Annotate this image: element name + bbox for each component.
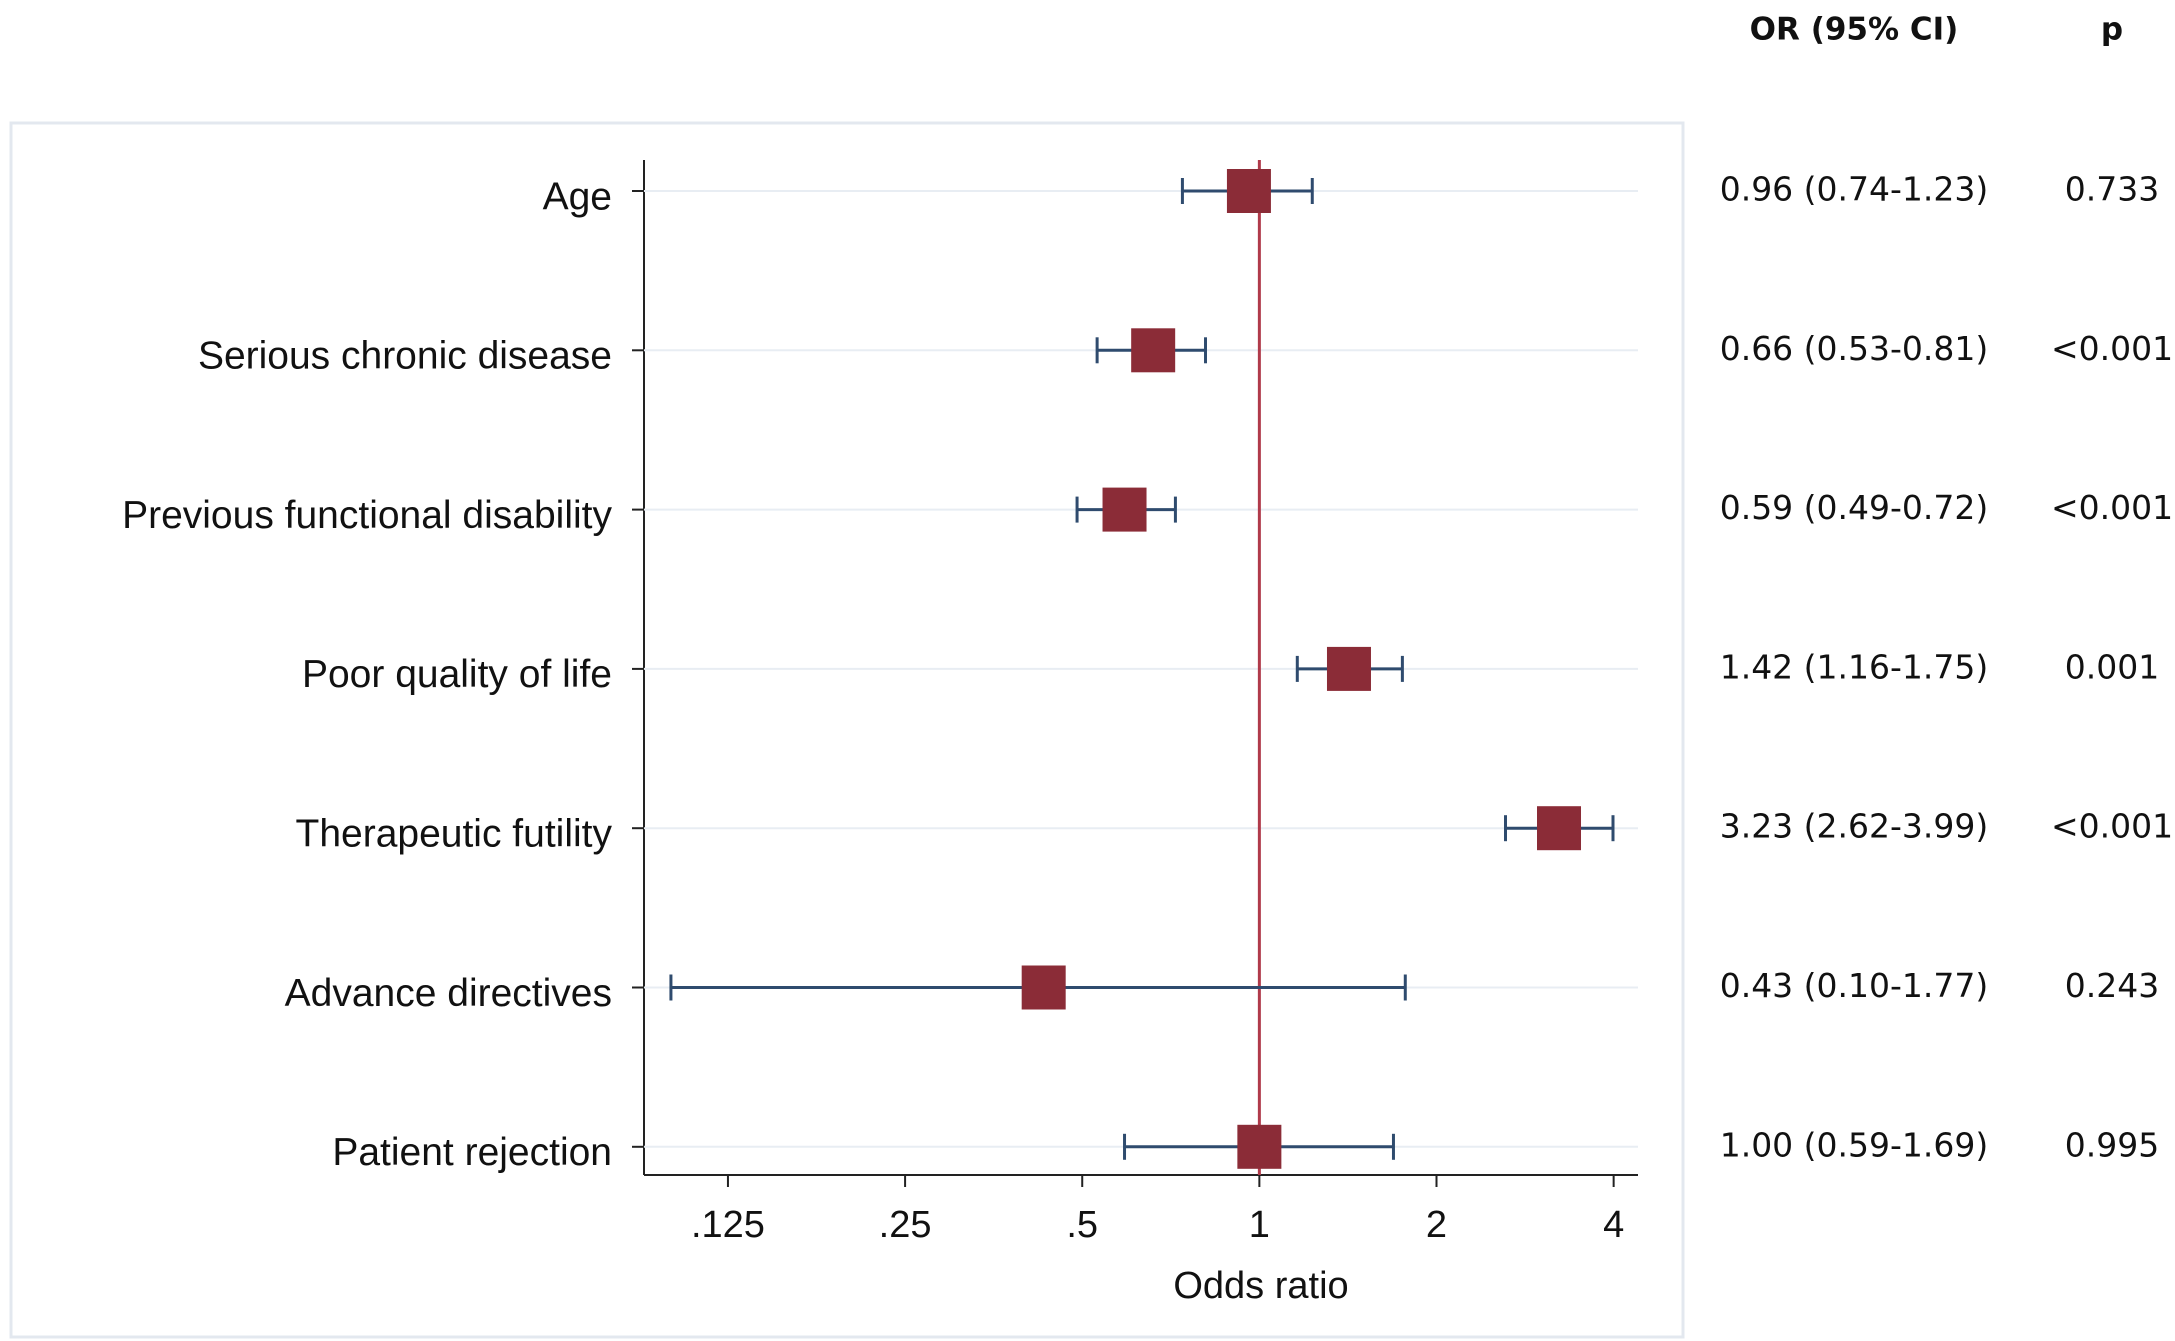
- or-marker: [1237, 1124, 1282, 1169]
- x-tick-label: .5: [1066, 1204, 1098, 1246]
- p-label: <0.001: [2051, 329, 2173, 368]
- or-marker: [1131, 328, 1176, 373]
- or-marker: [1021, 965, 1066, 1010]
- category-label: Patient rejection: [332, 1131, 612, 1174]
- or-marker: [1537, 806, 1582, 851]
- category-label: Poor quality of life: [302, 653, 612, 696]
- x-tick-label: 1: [1249, 1204, 1270, 1246]
- p-label: 0.243: [2065, 966, 2159, 1005]
- or-ci-label: 1.00 (0.59-1.69): [1720, 1125, 1989, 1164]
- or-marker: [1326, 646, 1371, 691]
- category-label: Advance directives: [285, 972, 612, 1015]
- or-ci-label: 3.23 (2.62-3.99): [1720, 807, 1989, 846]
- p-label: <0.001: [2051, 807, 2173, 846]
- or-marker: [1102, 487, 1147, 532]
- p-label: 0.995: [2065, 1125, 2159, 1164]
- or-ci-label: 1.42 (1.16-1.75): [1720, 647, 1989, 686]
- x-axis-label: Odds ratio: [1173, 1265, 1348, 1307]
- x-tick-label: 4: [1603, 1204, 1624, 1246]
- category-label: Serious chronic disease: [198, 335, 612, 378]
- p-label: 0.001: [2065, 647, 2159, 686]
- p-label: <0.001: [2051, 488, 2173, 527]
- or-ci-label: 0.66 (0.53-0.81): [1720, 329, 1989, 368]
- or-ci-label: 0.59 (0.49-0.72): [1720, 488, 1989, 527]
- plot-frame: [9, 121, 1685, 1339]
- or-ci-label: 0.96 (0.74-1.23): [1720, 170, 1989, 209]
- column-header: p: [2101, 12, 2123, 48]
- or-ci-label: 0.43 (0.10-1.77): [1720, 966, 1989, 1005]
- x-tick-label: .25: [879, 1204, 932, 1246]
- column-header: OR (95% CI): [1750, 12, 1959, 48]
- p-label: 0.733: [2065, 170, 2159, 209]
- category-label: Therapeutic futility: [296, 812, 613, 855]
- x-tick-label: .125: [691, 1204, 765, 1246]
- or-marker: [1226, 169, 1271, 213]
- category-label: Previous functional disability: [122, 494, 612, 537]
- x-tick-label: 2: [1426, 1204, 1447, 1246]
- category-label: Age: [543, 175, 612, 218]
